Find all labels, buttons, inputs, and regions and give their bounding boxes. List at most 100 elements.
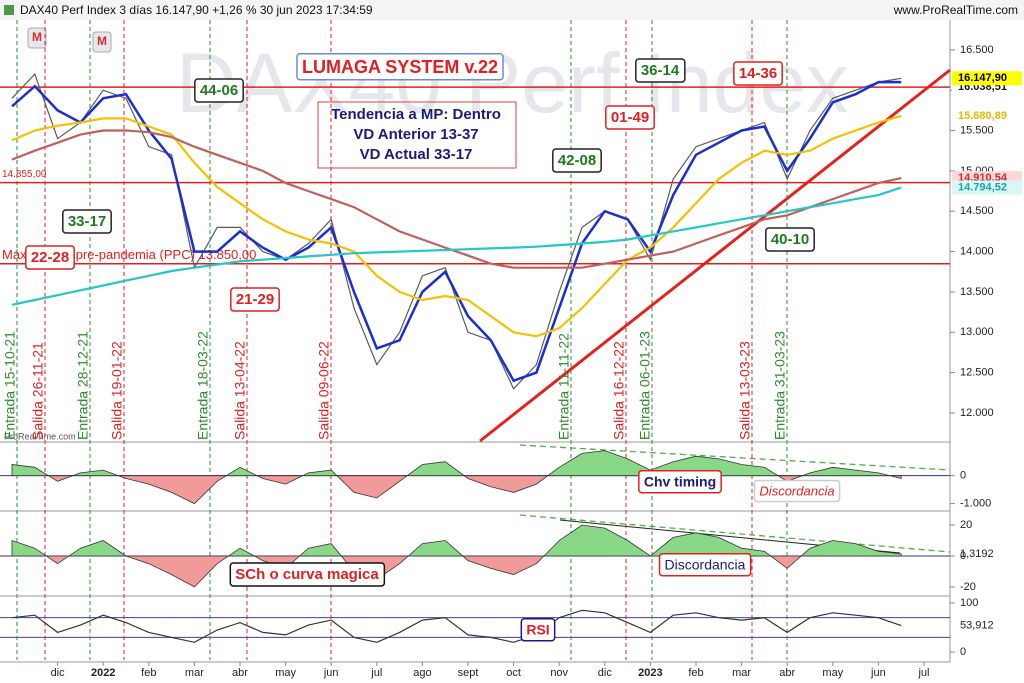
last-label: 15.680,89 bbox=[958, 110, 1007, 122]
divergence-line bbox=[519, 514, 951, 553]
y-tick-label: 0 bbox=[960, 646, 966, 658]
score-label-box bbox=[552, 148, 602, 173]
x-tick-label: mar bbox=[185, 667, 204, 679]
system-title-box bbox=[296, 53, 504, 81]
series-line bbox=[11, 114, 902, 338]
indicator-label: SCh o curva magica bbox=[235, 566, 379, 583]
info-line: Tendencia a MP: Dentro bbox=[331, 106, 501, 123]
x-tick-label: jul bbox=[370, 667, 382, 679]
score-label: 44-06 bbox=[200, 82, 238, 99]
score-label: 21-29 bbox=[236, 291, 274, 308]
indicator-label: RSI bbox=[526, 622, 549, 638]
indicator-label-box bbox=[229, 562, 386, 587]
y-tick-label: -1.000 bbox=[960, 497, 991, 509]
y-tick-label: 14.000 bbox=[960, 245, 994, 257]
logo: ProRealTime.com bbox=[4, 431, 76, 441]
signal-label: Salida 16-12-22 bbox=[611, 341, 627, 440]
signal-label: Salida 26-11-21 bbox=[30, 342, 46, 440]
system-title: LUMAGA SYSTEM v.22 bbox=[302, 57, 498, 77]
last-label: 14.794,52 bbox=[958, 181, 1007, 193]
marker: M bbox=[32, 30, 42, 44]
signal-label: Salida 09-06-22 bbox=[316, 341, 332, 440]
series-line bbox=[11, 609, 902, 643]
trend-line bbox=[479, 68, 951, 443]
info-line: VD Anterior 13-37 bbox=[353, 126, 478, 143]
note-label-box bbox=[658, 552, 752, 577]
x-tick-label: ago bbox=[413, 667, 431, 679]
signal-label: Entrada 31-03-23 bbox=[772, 331, 788, 440]
y-tick-label: 13.000 bbox=[960, 326, 994, 338]
info-box bbox=[317, 101, 517, 169]
score-label-box bbox=[765, 227, 815, 252]
score-label-box bbox=[230, 287, 280, 312]
last-label-bg bbox=[952, 71, 1022, 86]
score-label: 14-36 bbox=[739, 65, 777, 82]
y-tick-label: 16.500 bbox=[960, 44, 994, 56]
score-label-box bbox=[25, 245, 75, 270]
last-label-bg bbox=[952, 180, 1022, 195]
marker: M bbox=[97, 34, 107, 48]
last-label: 1,3192 bbox=[960, 548, 994, 560]
header-bar bbox=[0, 0, 1024, 20]
x-tick-label: 2023 bbox=[638, 667, 662, 679]
x-tick-label: dic bbox=[51, 667, 66, 679]
x-tick-label: 2022 bbox=[91, 667, 115, 679]
note-label-box bbox=[753, 479, 841, 503]
header-title: DAX40 Perf Index 3 días 16.147,90 +1,26 … bbox=[20, 3, 373, 17]
score-label: 22-28 bbox=[31, 249, 69, 266]
signal-label: Entrada 15-10-21 bbox=[2, 331, 18, 440]
x-tick-label: jul bbox=[917, 667, 929, 679]
signal-label: Entrada 18-03-22 bbox=[195, 331, 211, 440]
x-tick-label: mar bbox=[732, 667, 751, 679]
y-tick-label: 20 bbox=[960, 519, 972, 531]
indicator-label: Chv timing bbox=[644, 474, 716, 490]
panel-borders bbox=[0, 20, 951, 663]
signal-label: Entrada 06-01-23 bbox=[637, 331, 653, 440]
signal-label: Entrada 11-11-22 bbox=[556, 333, 572, 440]
series-line bbox=[11, 80, 902, 383]
x-tick-label: may bbox=[275, 667, 296, 679]
signal-label: Salida 13-04-22 bbox=[232, 341, 248, 440]
signal-label: Salida 13-03-23 bbox=[737, 341, 753, 440]
y-tick-label: 14.500 bbox=[960, 205, 994, 217]
score-label-box bbox=[62, 209, 112, 234]
y-tick-label: -20 bbox=[960, 581, 976, 593]
signal-label: Entrada 28-12-21 bbox=[75, 331, 91, 440]
x-tick-label: feb bbox=[141, 667, 156, 679]
x-tick-label: jun bbox=[870, 667, 886, 679]
header-site: www.ProRealTime.com bbox=[893, 3, 1018, 17]
info-line: VD Actual 33-17 bbox=[360, 146, 473, 163]
score-label-box bbox=[733, 61, 783, 86]
series-line bbox=[11, 129, 902, 269]
oscillator-area bbox=[11, 524, 902, 588]
x-tick-label: abr bbox=[779, 667, 795, 679]
marker-box bbox=[27, 27, 47, 49]
signal-label: Salida 19-01-22 bbox=[109, 341, 125, 440]
last-label: 16.147,90 bbox=[958, 72, 1007, 84]
y-tick-label: 12.500 bbox=[960, 367, 994, 379]
level-label: 14.855,00 bbox=[2, 169, 47, 180]
x-tick-label: oct bbox=[506, 667, 521, 679]
x-tick-label: abr bbox=[232, 667, 248, 679]
x-tick-label: may bbox=[822, 667, 843, 679]
score-label: 33-17 bbox=[68, 213, 106, 230]
x-tick-label: sept bbox=[458, 667, 479, 679]
x-tick-label: feb bbox=[688, 667, 703, 679]
score-label: 40-10 bbox=[771, 231, 809, 248]
header-icon bbox=[4, 5, 14, 15]
note-label: Discordancia bbox=[759, 483, 834, 498]
score-label: 42-08 bbox=[558, 152, 596, 169]
y-tick-label: 12.000 bbox=[960, 407, 994, 419]
series-line bbox=[11, 186, 902, 306]
series-line bbox=[11, 72, 902, 390]
divergence-line bbox=[519, 444, 951, 471]
note-label: Discordancia bbox=[665, 557, 746, 573]
last-label: 53,912 bbox=[960, 620, 994, 632]
x-tick-label: jun bbox=[323, 667, 339, 679]
y-tick-label: 0 bbox=[960, 550, 966, 562]
y-tick-label: 15.500 bbox=[960, 124, 994, 136]
score-label-box bbox=[635, 58, 686, 83]
score-label-box bbox=[194, 78, 244, 103]
x-tick-label: nov bbox=[550, 667, 568, 679]
